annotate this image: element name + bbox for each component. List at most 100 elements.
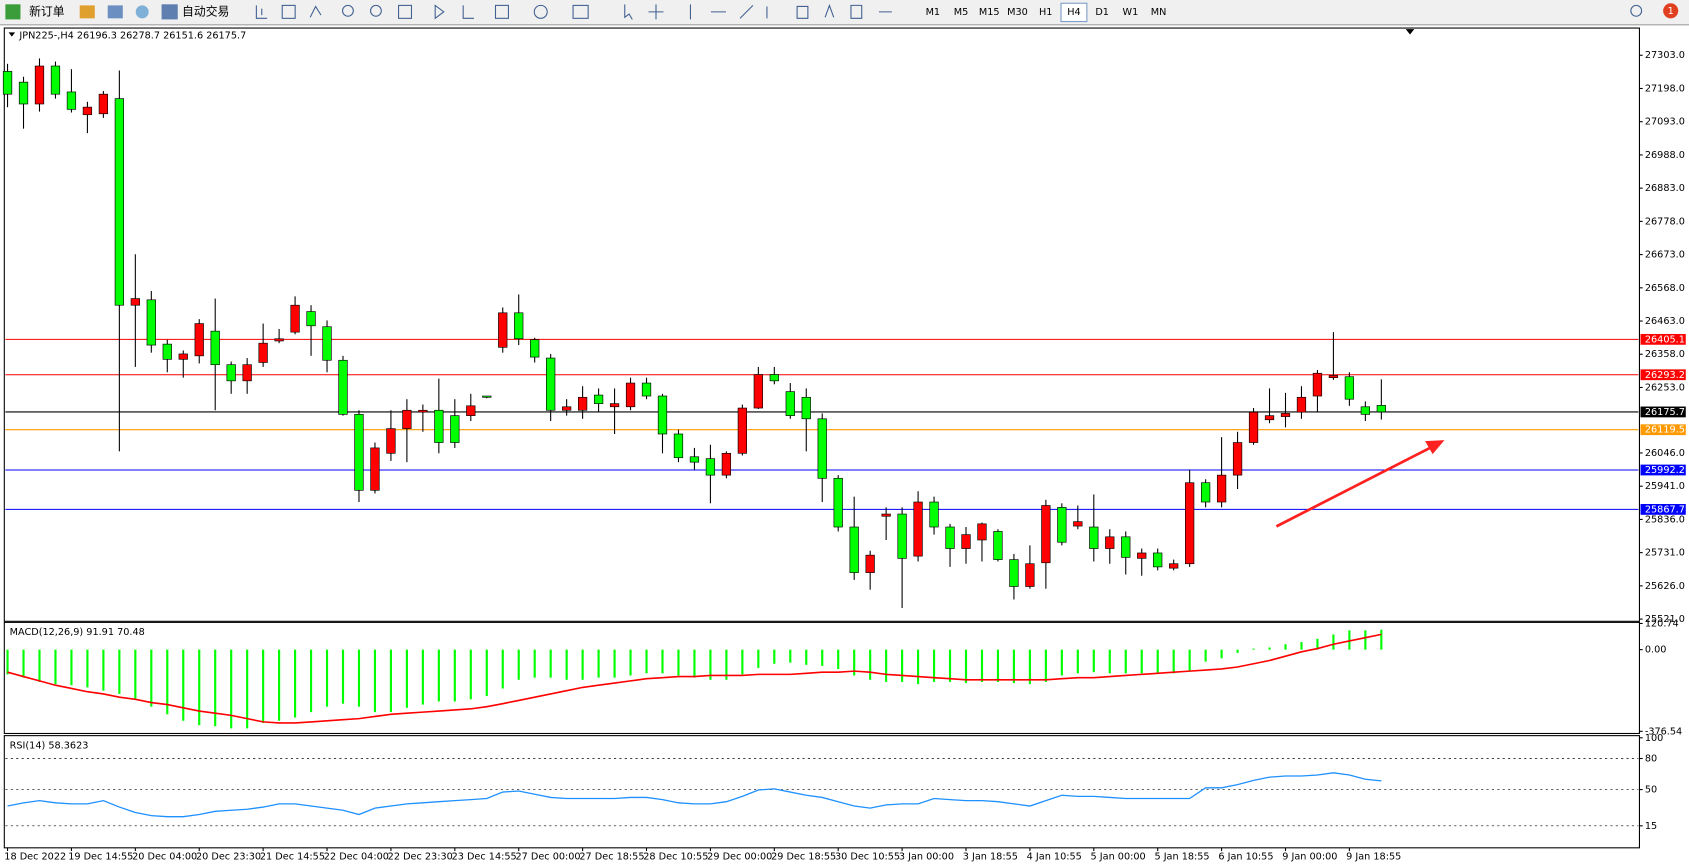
main-title: JPN225-,H4 26196.3 26278.7 26151.6 26175… xyxy=(18,31,246,42)
rsi-title: RSI(14) 58.3623 xyxy=(10,740,89,751)
timeframe-button[interactable]: M30 xyxy=(1007,7,1028,18)
macd-bar xyxy=(1076,649,1079,674)
candle-up xyxy=(418,409,428,413)
macd-bar xyxy=(485,649,488,697)
icon[interactable] xyxy=(572,4,589,19)
icon[interactable] xyxy=(135,5,149,19)
icon[interactable] xyxy=(398,4,413,19)
icon[interactable] xyxy=(648,4,664,20)
icon[interactable] xyxy=(533,4,548,19)
timeframe-button[interactable]: M15 xyxy=(979,7,1000,18)
macd-bar xyxy=(1108,649,1111,674)
macd-bar xyxy=(182,649,185,721)
macd-bar xyxy=(437,649,440,702)
candle-up xyxy=(130,298,140,306)
icon[interactable] xyxy=(462,5,474,19)
macd-bar xyxy=(246,649,249,729)
candle-down xyxy=(705,458,716,476)
macd-bar xyxy=(1124,649,1127,674)
notification-badge[interactable] xyxy=(1663,3,1679,19)
macd-bar xyxy=(309,649,313,713)
rsi-line xyxy=(7,772,1382,818)
timeframe-button[interactable]: W1 xyxy=(1123,7,1139,18)
macd-panel xyxy=(3,621,1640,735)
candle-up xyxy=(498,312,508,348)
x-tick-label: 9 Jan 00:00 xyxy=(1282,851,1337,862)
candle-down xyxy=(1344,376,1355,400)
x-tick-label: 20 Dec 04:00 xyxy=(132,851,197,862)
icon[interactable] xyxy=(79,5,95,19)
candle-down xyxy=(146,299,156,346)
candle-up xyxy=(961,534,971,549)
macd-bar xyxy=(996,649,1000,682)
x-tick-label: 6 Jan 10:55 xyxy=(1218,851,1273,862)
macd-bar xyxy=(166,649,169,715)
timeframe-buttons: M1 M5 M15 M30 H1 H4 D1 W1 MN xyxy=(926,2,1167,23)
macd-bar xyxy=(1204,649,1207,662)
icon[interactable] xyxy=(255,5,268,19)
icon[interactable] xyxy=(434,4,445,20)
candle-up xyxy=(1041,505,1051,564)
candle-up xyxy=(1328,375,1339,378)
macd-bar xyxy=(565,649,568,680)
toolbar: 新订单 自动交易 M1 M5 M15 M30 H1 H4 D1 W1 MN 1 xyxy=(0,0,1689,26)
icon[interactable] xyxy=(342,4,354,17)
x-tick-label: 27 Dec 00:00 xyxy=(515,851,580,862)
new-order-icon[interactable] xyxy=(5,4,21,20)
candle-down xyxy=(1121,536,1131,558)
macd-bar xyxy=(54,649,57,685)
macd-bar xyxy=(453,649,456,702)
y-tick-label: 100 xyxy=(1645,733,1663,744)
y-tick-label: 26568.0 xyxy=(1645,283,1685,294)
icon[interactable] xyxy=(624,4,633,20)
candle-up xyxy=(577,396,588,411)
icon[interactable] xyxy=(494,4,509,19)
macd-bar xyxy=(1316,638,1319,650)
auto-trading-button[interactable]: 自动交易 xyxy=(182,4,229,18)
shift-marker xyxy=(1405,29,1415,35)
icon[interactable] xyxy=(281,4,296,19)
new-order-button[interactable]: 新订单 xyxy=(29,4,65,18)
icon[interactable] xyxy=(309,5,322,18)
x-tick-label: 23 Dec 14:55 xyxy=(452,851,517,862)
timeframe-button[interactable]: H1 xyxy=(1039,7,1052,18)
macd-bar xyxy=(469,649,472,700)
auto-trading-icon[interactable] xyxy=(161,4,178,20)
search-icon[interactable] xyxy=(1630,4,1643,17)
macd-bar xyxy=(38,649,41,682)
candle-down xyxy=(66,91,77,110)
timeframe-button[interactable]: D1 xyxy=(1095,7,1109,18)
x-tick-label: 29 Dec 18:55 xyxy=(771,851,836,862)
macd-bar xyxy=(1044,649,1047,682)
macd-bar xyxy=(549,649,552,678)
icon[interactable] xyxy=(689,3,892,20)
candle-down xyxy=(641,382,652,397)
macd-bar xyxy=(1332,634,1335,650)
macd-bar xyxy=(357,649,361,707)
candle-down xyxy=(1153,552,1163,568)
candle-up xyxy=(1137,552,1147,559)
icon[interactable] xyxy=(370,4,382,17)
candle-down xyxy=(593,394,604,404)
trend-arrow xyxy=(1275,445,1434,528)
timeframe-button[interactable]: M1 xyxy=(926,7,941,18)
timeframe-button[interactable]: MN xyxy=(1151,7,1167,18)
macd-bar xyxy=(501,649,504,689)
macd-bar xyxy=(1092,649,1095,673)
main-chart: 27303.0 27198.0 27093.0 26988.0 26883.0 26778… xyxy=(2,50,1686,862)
macd-bar xyxy=(885,649,888,682)
macd-bar xyxy=(805,649,808,665)
candle-up xyxy=(1169,563,1179,569)
macd-bar xyxy=(262,649,265,723)
timeframe-button[interactable]: M5 xyxy=(954,7,969,18)
y-tick-label: 15 xyxy=(1645,821,1657,832)
candle-down xyxy=(1376,405,1386,413)
x-tick-label: 4 Jan 10:55 xyxy=(1027,851,1082,862)
price-tag-label: 26405.1 xyxy=(1645,334,1685,345)
timeframe-button[interactable]: H4 xyxy=(1067,7,1080,18)
icon[interactable] xyxy=(107,5,123,19)
macd-bar xyxy=(421,649,424,705)
x-tick-label: 29 Dec 00:00 xyxy=(707,851,772,862)
macd-bar xyxy=(853,649,856,676)
